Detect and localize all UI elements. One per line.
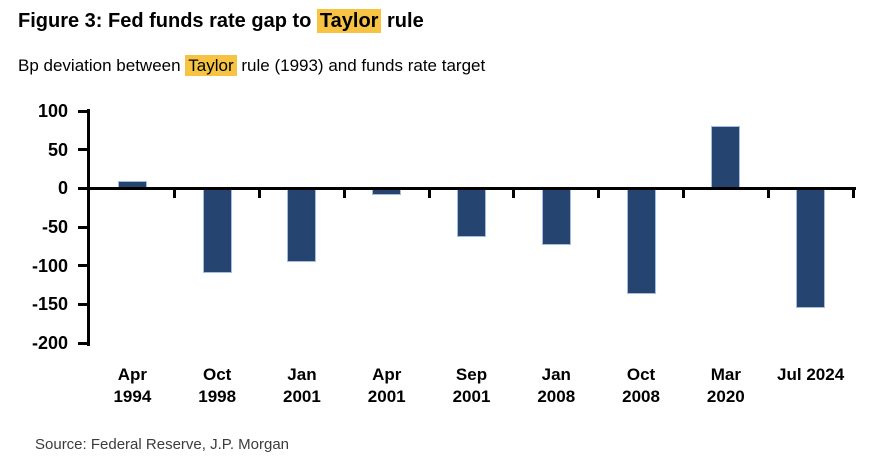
x-axis-label-line: 2001 [283, 387, 321, 406]
y-axis-tick-label: 0 [57, 178, 68, 199]
bar-mar-2020 [711, 126, 741, 189]
x-axis-tick [512, 189, 516, 198]
x-axis-label-line: Apr [117, 365, 148, 384]
y-axis-line [87, 109, 90, 346]
y-axis-tick [78, 264, 87, 268]
bar-oct-2008 [626, 188, 656, 295]
x-axis-label-line: 2001 [452, 387, 491, 406]
x-axis-label-line: Oct [626, 365, 656, 384]
x-axis-tick [851, 189, 855, 198]
x-axis-label-line: Jan [287, 365, 317, 384]
y-axis-tick [78, 225, 87, 229]
x-axis-tick [597, 189, 601, 198]
x-axis-label-line: 1994 [113, 387, 152, 406]
x-axis-label-line: 2001 [367, 387, 406, 406]
y-axis-tick-label: 50 [47, 139, 68, 160]
title-text: rule [381, 10, 424, 32]
x-axis-label-line: Jul 2024 [777, 365, 845, 384]
y-axis-tick-label: -200 [31, 333, 68, 353]
x-axis-label-oct-1998: Oct 1998 [167, 364, 267, 408]
x-axis-label-mar-2020: Mar 2020 [676, 364, 776, 408]
x-axis-label-jan-2008: Jan 2008 [506, 364, 606, 408]
x-axis-tick [681, 189, 685, 198]
title-text: Figure 3: Fed funds rate gap to [18, 10, 317, 32]
x-axis-label-oct-2008: Oct 2008 [591, 364, 691, 408]
y-axis-tick-label: -100 [31, 255, 68, 276]
x-axis-label-line: Oct [202, 365, 232, 384]
x-axis-label-line: Mar [710, 365, 741, 384]
y-axis-tick [78, 302, 87, 306]
y-axis-tick [78, 341, 87, 345]
y-axis-tick [78, 186, 87, 190]
x-axis-label-line: Sep [455, 365, 488, 384]
title-highlight-taylor: Taylor [316, 9, 382, 33]
y-axis-tick [78, 109, 87, 113]
x-axis-label-line: 2008 [537, 387, 576, 406]
chart-title: Figure 3: Fed funds rate gap to Taylor r… [18, 9, 424, 33]
x-axis-label-jan-2001: Jan 2001 [252, 364, 352, 408]
bar-sep-2001 [457, 188, 486, 238]
x-axis-label-line: 2008 [622, 387, 660, 406]
x-axis-tick [342, 189, 346, 198]
x-axis-label-jul-2024: Jul 2024 [761, 364, 861, 386]
x-axis-tick [258, 189, 262, 198]
subtitle-text: rule (1993) and funds rate target [236, 56, 486, 75]
bar-oct-1998 [202, 188, 232, 274]
x-axis-zero-line [87, 186, 856, 190]
source-note: Source: Federal Reserve, J.P. Morgan [35, 436, 290, 453]
chart-subtitle: Bp deviation between Taylor rule (1993) … [18, 55, 486, 76]
y-axis-tick-label: -50 [41, 217, 68, 237]
x-axis-tick [427, 189, 431, 198]
y-axis-tick [78, 148, 87, 152]
y-axis-tick-label: -150 [31, 294, 68, 315]
x-axis-label-apr-1994: Apr 1994 [82, 364, 182, 408]
x-axis-label-line: 1998 [198, 387, 237, 406]
x-axis-label-line: Apr [372, 365, 402, 384]
x-axis-label-line: 2020 [706, 387, 745, 406]
y-axis-tick-label: 100 [37, 101, 68, 121]
bar-jan-2008 [541, 188, 571, 245]
x-axis-tick [766, 189, 770, 198]
x-axis-label-apr-2001: Apr 2001 [337, 364, 437, 408]
bar-jul-2024 [796, 188, 826, 309]
x-axis-label-sep-2001: Sep 2001 [422, 364, 522, 408]
subtitle-text: Bp deviation between [18, 56, 186, 75]
bar-jan-2001 [287, 188, 317, 262]
x-axis-label-line: Jan [541, 365, 571, 384]
x-axis-tick [173, 189, 177, 198]
subtitle-highlight-taylor: Taylor [185, 55, 237, 76]
